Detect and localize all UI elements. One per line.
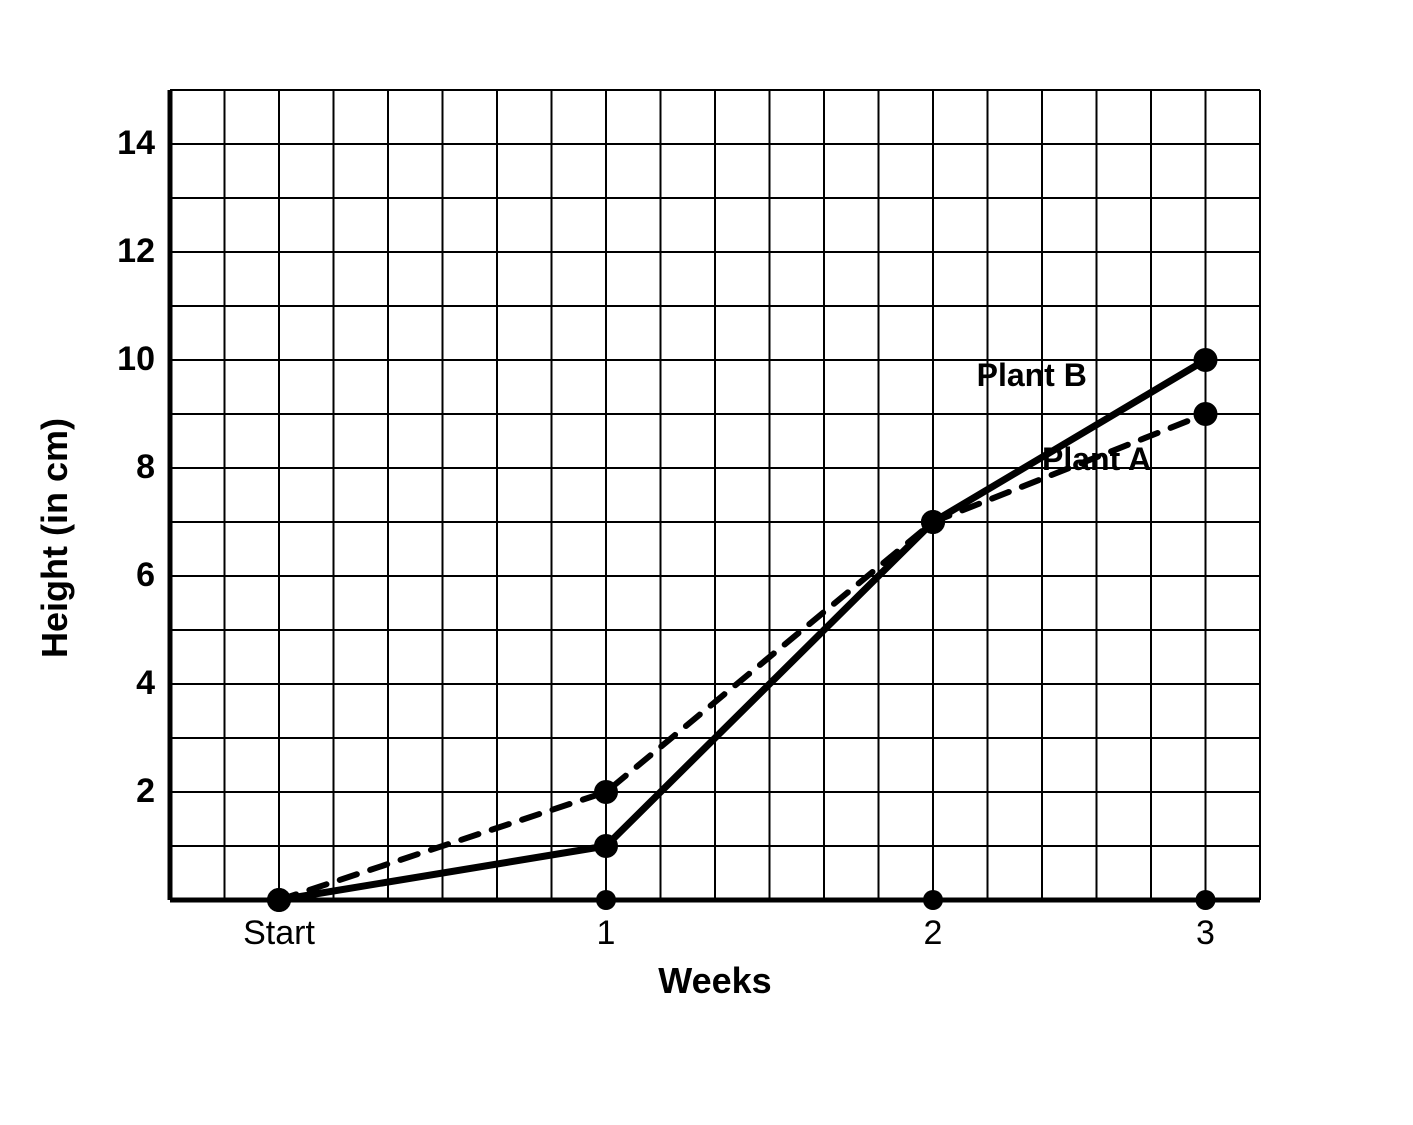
x-axis-label: Weeks <box>565 960 865 1002</box>
series-label-plant-b: Plant B <box>977 357 1087 394</box>
x-tick-label: 1 <box>536 914 676 953</box>
x-tick-label: 2 <box>863 914 1003 953</box>
y-tick-label: 14 <box>100 124 155 163</box>
y-tick-label: 8 <box>100 448 155 487</box>
chart-svg <box>0 0 1413 1125</box>
x-tick-label: 3 <box>1136 914 1276 953</box>
y-tick-label: 6 <box>100 556 155 595</box>
y-tick-label: 10 <box>100 340 155 379</box>
y-tick-label: 2 <box>100 772 155 811</box>
series-label-plant-a: Plant A <box>1042 441 1151 478</box>
y-axis-label: Height (in cm) <box>34 378 76 698</box>
y-tick-label: 4 <box>100 664 155 703</box>
chart-canvas: Height (in cm) Weeks 2468101214 Start123… <box>0 0 1413 1125</box>
y-tick-label: 12 <box>100 232 155 271</box>
x-tick-label: Start <box>209 914 349 953</box>
